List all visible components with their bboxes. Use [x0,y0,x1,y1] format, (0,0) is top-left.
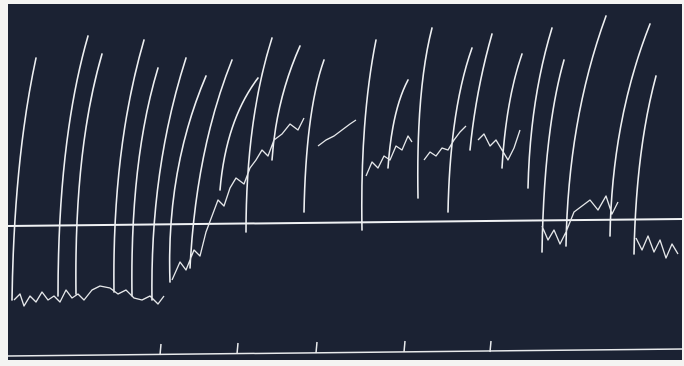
reference-line [7,218,683,227]
trace-noise [477,129,521,161]
recording-background [8,4,682,360]
trace-stroke [416,27,433,199]
trace-stroke [271,45,301,161]
trace-stroke [501,53,523,169]
trace-stroke [565,15,607,247]
time-mark [489,340,492,353]
trace-stroke [151,57,187,301]
trace-noise [423,125,467,161]
trace-stroke [303,59,325,213]
trace-stroke [219,77,259,191]
time-mark [315,341,318,354]
trace-stroke [541,59,565,253]
trace-stroke [360,39,377,231]
trace-stroke [131,67,159,297]
trace-stroke [447,47,473,213]
trace-stroke [387,79,409,169]
trace-stroke [469,33,493,151]
trace-stroke [609,23,651,237]
time-marks [159,340,492,356]
trace-noise [171,117,305,281]
trace-middle [171,27,553,281]
trace-noise [13,285,165,307]
trace-stroke [11,57,37,301]
time-baseline [7,348,683,357]
trace-stroke [189,59,233,269]
trace-stroke [527,27,553,189]
trace-noise [317,119,357,147]
trace-stroke [245,37,273,233]
trace-stroke [113,39,145,293]
time-mark [403,340,406,353]
time-mark [236,342,239,355]
time-mark [159,343,162,356]
trace-stroke [75,53,103,295]
trace-right [541,15,679,259]
trace-stroke [168,75,207,283]
trace-noise [365,135,413,177]
trace-left [11,35,207,307]
trace-stroke [57,35,89,297]
trace-stroke [633,75,657,255]
trace-noise [635,235,679,259]
trace-noise [541,195,619,245]
